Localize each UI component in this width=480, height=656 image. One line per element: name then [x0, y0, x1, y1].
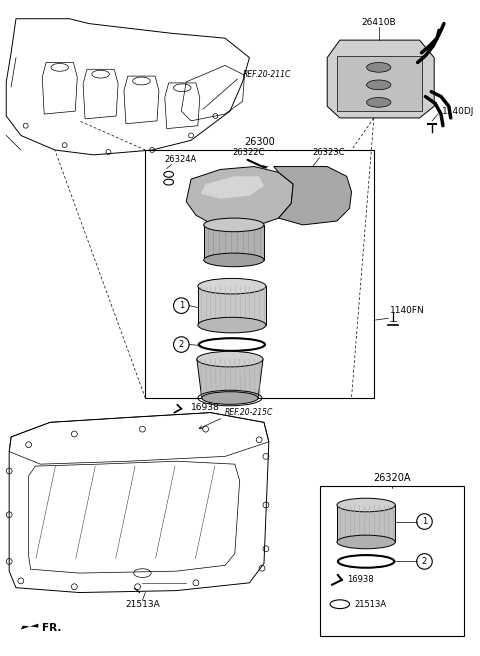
Text: 1140DJ: 1140DJ [442, 107, 474, 115]
Text: 2: 2 [422, 557, 427, 566]
Polygon shape [198, 286, 266, 325]
Polygon shape [186, 167, 293, 228]
Ellipse shape [198, 318, 266, 333]
Ellipse shape [202, 392, 258, 404]
Text: 21513A: 21513A [354, 600, 386, 609]
Text: 16938: 16938 [191, 403, 220, 412]
Ellipse shape [337, 535, 396, 549]
Text: REF.20-215C: REF.20-215C [225, 408, 274, 417]
Text: 1: 1 [179, 301, 184, 310]
Text: FR.: FR. [42, 623, 61, 632]
Text: 26300: 26300 [244, 137, 275, 147]
Text: 21513A: 21513A [125, 600, 160, 609]
Text: 1140FN: 1140FN [390, 306, 425, 315]
Polygon shape [197, 359, 263, 398]
Ellipse shape [337, 498, 396, 512]
Text: 26322C: 26322C [233, 148, 265, 157]
Ellipse shape [204, 218, 264, 232]
Polygon shape [327, 40, 434, 118]
Text: REF.20-211C: REF.20-211C [242, 70, 291, 79]
Polygon shape [337, 56, 421, 111]
Ellipse shape [198, 278, 266, 294]
Bar [320, 485, 464, 636]
Ellipse shape [197, 352, 263, 367]
Text: 26320A: 26320A [373, 473, 411, 483]
Polygon shape [204, 225, 264, 260]
Ellipse shape [367, 80, 391, 90]
Polygon shape [274, 167, 351, 225]
Ellipse shape [367, 62, 391, 72]
Ellipse shape [367, 98, 391, 107]
Polygon shape [21, 624, 38, 630]
Text: 26410B: 26410B [361, 18, 396, 27]
Text: 26323C: 26323C [312, 148, 345, 157]
Text: 26324A: 26324A [165, 155, 197, 164]
Bar [145, 150, 374, 398]
Text: 16938: 16938 [347, 575, 373, 584]
Text: 1: 1 [422, 517, 427, 526]
Polygon shape [201, 176, 264, 199]
Ellipse shape [204, 253, 264, 267]
Polygon shape [337, 505, 396, 542]
Text: 2: 2 [179, 340, 184, 349]
